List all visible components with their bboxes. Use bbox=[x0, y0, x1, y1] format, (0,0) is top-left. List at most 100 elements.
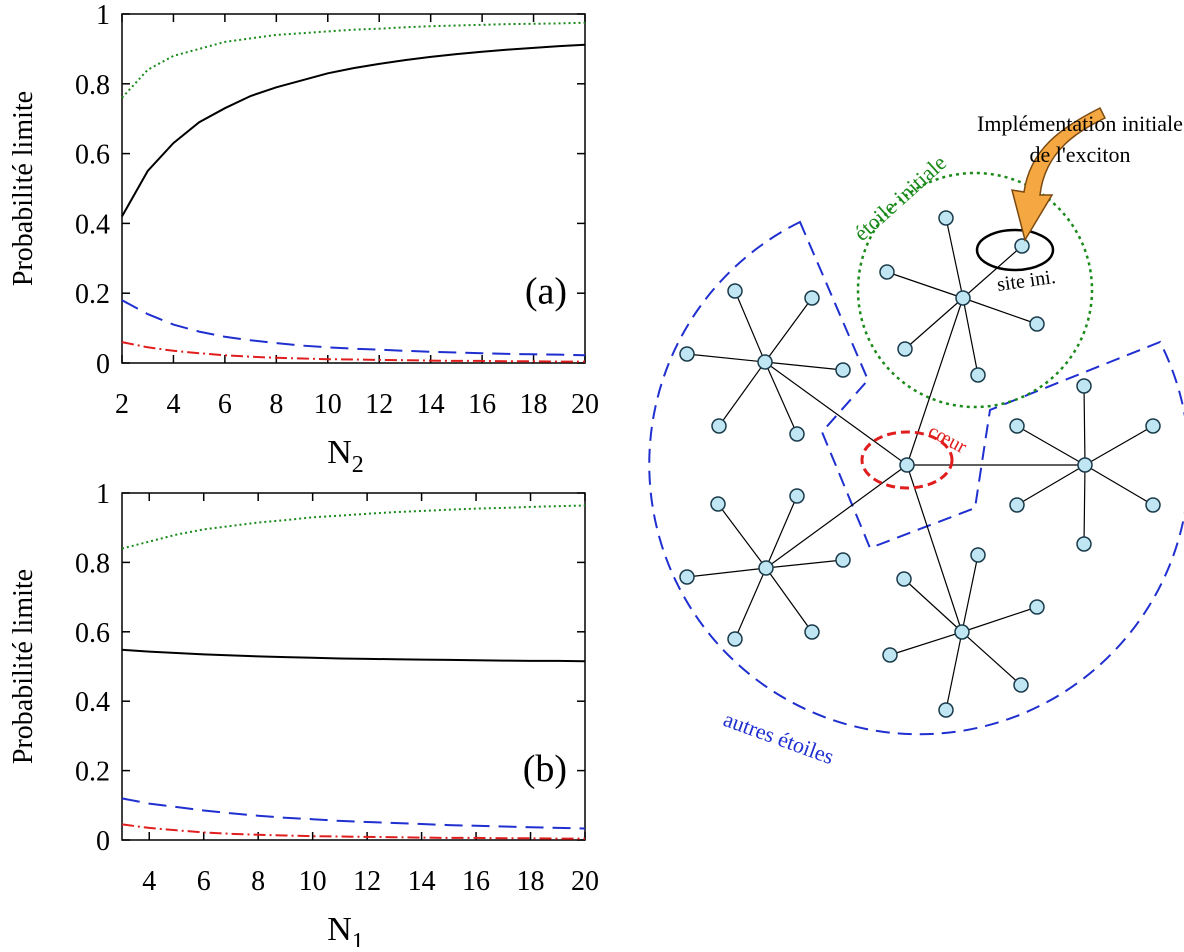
x-axis-label-sub: 1 bbox=[352, 929, 364, 947]
node bbox=[954, 624, 970, 640]
data-line bbox=[121, 341, 585, 363]
plot-frame bbox=[121, 492, 586, 841]
edge bbox=[717, 503, 767, 569]
node bbox=[970, 367, 986, 383]
y-tick-label: 0.4 bbox=[75, 209, 110, 240]
node bbox=[727, 631, 743, 647]
node bbox=[711, 418, 727, 434]
node bbox=[1076, 536, 1092, 552]
core-label: cœur bbox=[925, 420, 971, 458]
data-line bbox=[121, 797, 586, 830]
star-diagram: Implémentation initiale de l'exciton éto… bbox=[648, 106, 1184, 769]
x-tick-label: 14 bbox=[417, 389, 445, 420]
y-axis-label: Probabilité limite bbox=[8, 91, 39, 286]
x-axis-label-sub: 2 bbox=[352, 452, 364, 478]
initial-star-label: étoile initiale bbox=[849, 150, 952, 246]
edge bbox=[906, 297, 964, 466]
edge bbox=[961, 631, 1022, 686]
node bbox=[804, 624, 820, 640]
y-tick-label: 0.2 bbox=[75, 757, 110, 788]
y-tick-label: 0.6 bbox=[75, 618, 110, 649]
edge bbox=[961, 606, 1038, 633]
edge bbox=[686, 353, 766, 363]
node bbox=[1014, 238, 1030, 254]
node bbox=[679, 346, 695, 362]
annotation: de l'exciton bbox=[1029, 142, 1130, 167]
x-tick-label: 20 bbox=[571, 389, 599, 420]
x-tick-label: 16 bbox=[462, 866, 490, 897]
edge bbox=[765, 567, 813, 633]
y-tick-label: 0.2 bbox=[75, 279, 110, 310]
edge bbox=[945, 217, 964, 299]
edge bbox=[718, 361, 766, 427]
node bbox=[789, 426, 805, 442]
other-stars-outline bbox=[648, 220, 1184, 736]
x-axis-label: N2 bbox=[327, 434, 364, 478]
node bbox=[955, 290, 971, 306]
node bbox=[1077, 457, 1093, 473]
x-tick-label: 10 bbox=[299, 866, 327, 897]
edge bbox=[764, 297, 813, 363]
node bbox=[710, 496, 726, 512]
y-tick-label: 0.4 bbox=[75, 687, 110, 718]
initial-star-outline bbox=[856, 171, 1094, 409]
x-tick-label: 18 bbox=[520, 389, 548, 420]
y-tick-label: 0 bbox=[96, 349, 110, 380]
node bbox=[727, 283, 743, 299]
edge bbox=[764, 361, 844, 371]
edge bbox=[1083, 385, 1086, 466]
annotation: Implémentation initiale bbox=[977, 111, 1183, 136]
x-tick-label: 12 bbox=[353, 866, 381, 897]
node bbox=[835, 362, 851, 378]
edge bbox=[906, 464, 963, 633]
edge bbox=[1016, 464, 1086, 506]
chart: 00.20.40.60.814 6 8 10 12 14 16 18 20Probabilité… bbox=[8, 479, 599, 952]
edge bbox=[903, 578, 963, 633]
initial-site-outline bbox=[975, 228, 1055, 272]
x-tick-label: 4 bbox=[166, 389, 180, 420]
node bbox=[1029, 599, 1045, 615]
node bbox=[679, 569, 695, 585]
node bbox=[757, 354, 773, 370]
node bbox=[1029, 316, 1045, 332]
y-tick-label: 0.8 bbox=[75, 548, 110, 579]
y-tick-label: 1 bbox=[96, 479, 110, 510]
x-tick-label: 12 bbox=[365, 389, 393, 420]
x-tick-label: 2 bbox=[115, 389, 129, 420]
data-line bbox=[121, 823, 585, 840]
x-tick-label: 14 bbox=[408, 866, 436, 897]
chart: 00.20.40.60.812 4 6 8 10 12 14 16 18 20Probabilit… bbox=[8, 0, 599, 478]
node bbox=[789, 488, 805, 504]
edge bbox=[962, 245, 1023, 299]
edge bbox=[904, 297, 964, 350]
x-axis-label-main: N bbox=[327, 434, 352, 471]
node bbox=[938, 702, 954, 718]
edge bbox=[734, 290, 766, 363]
x-tick-label: 6 bbox=[197, 866, 211, 897]
y-tick-label: 1 bbox=[96, 0, 110, 31]
data-line bbox=[121, 504, 586, 550]
edges bbox=[686, 217, 1154, 711]
node bbox=[1013, 677, 1029, 693]
edge bbox=[765, 495, 798, 569]
node bbox=[1076, 378, 1092, 394]
edge bbox=[765, 559, 844, 569]
node bbox=[1009, 418, 1025, 434]
edge bbox=[764, 361, 908, 466]
y-tick-label: 0.6 bbox=[75, 140, 110, 171]
x-axis-label: N1 bbox=[327, 911, 364, 947]
edge bbox=[962, 297, 1038, 325]
x-axis-label-main: N bbox=[327, 911, 352, 947]
data-line bbox=[121, 21, 586, 99]
y-axis-label: Probabilité limite bbox=[8, 569, 39, 764]
node bbox=[835, 552, 851, 568]
x-tick-label: 16 bbox=[468, 389, 496, 420]
panel-label: (b) bbox=[523, 748, 567, 790]
x-tick-label: 10 bbox=[314, 389, 342, 420]
edge bbox=[1016, 425, 1086, 466]
node bbox=[1145, 497, 1161, 513]
x-tick-label: 4 bbox=[142, 866, 156, 897]
node bbox=[899, 457, 915, 473]
y-tick-label: 0 bbox=[96, 826, 110, 857]
core-outline bbox=[860, 430, 954, 490]
